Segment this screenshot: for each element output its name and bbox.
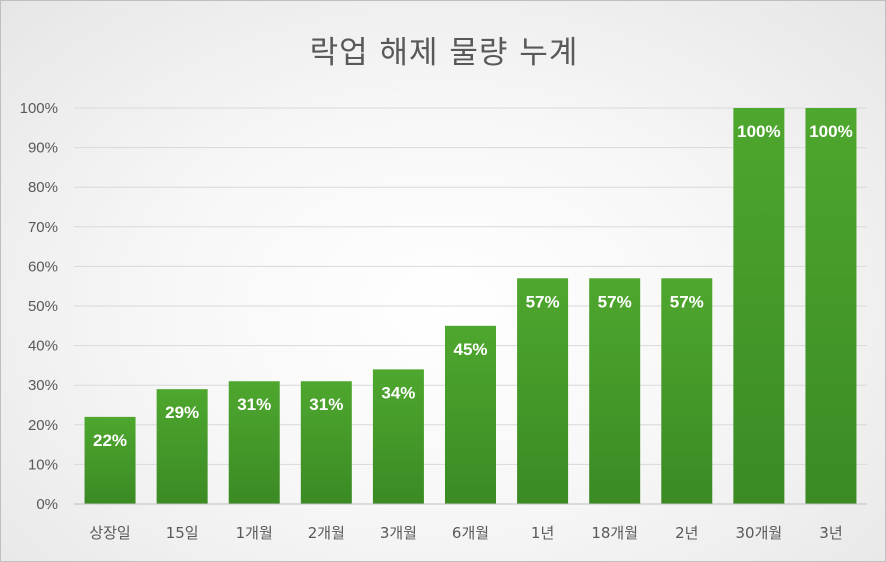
data-label: 100% [809,122,852,141]
x-tick-label: 6개월 [452,524,489,542]
y-tick-label: 30% [28,377,58,394]
x-tick-label: 30개월 [736,524,783,542]
chart-title: 락업 해제 물량 누계 [309,35,579,71]
x-tick-label: 3개월 [380,524,417,542]
bar [661,278,713,504]
bar [228,381,280,504]
x-tick-label: 15일 [166,524,199,542]
bar [589,278,641,504]
data-label: 57% [526,292,560,311]
y-tick-label: 90% [28,140,58,157]
data-label: 34% [381,383,415,402]
bar [733,108,785,504]
bar [156,389,208,504]
x-tick-label: 2개월 [308,524,345,542]
bar [445,325,496,504]
y-tick-label: 50% [28,298,58,315]
bar [805,108,857,504]
bars [84,108,857,504]
x-axis: 상장일 15일 1개월 2개월 3개월 6개월 1년 18개월 2년 30개월 3년 [74,503,867,542]
y-tick-label: 80% [28,179,58,196]
data-label: 31% [309,395,343,414]
bar [372,369,424,504]
y-tick-label: 40% [28,338,58,355]
x-tick-label: 1개월 [236,524,273,542]
y-tick-label: 20% [28,417,58,434]
x-tick-label: 3년 [819,524,842,542]
x-tick-label: 2년 [675,524,698,542]
bar [300,381,352,504]
y-tick-label: 100% [20,100,58,117]
y-tick-label: 0% [36,496,58,513]
bar [84,416,136,504]
data-label: 45% [453,340,487,359]
data-label: 57% [598,292,632,311]
data-label: 57% [670,292,704,311]
data-label: 29% [165,403,199,422]
x-tick-label: 상장일 [89,524,130,542]
data-label: 100% [737,122,780,141]
y-tick-label: 70% [28,219,58,236]
data-labels: 22% 29% 31% 31% 34% 45% 57% 57% 57% 100% 100% [93,122,853,450]
x-tick-label: 18개월 [591,524,638,542]
data-label: 22% [93,431,127,450]
x-tick-label: 1년 [531,524,554,542]
bar [517,278,569,504]
y-tick-label: 10% [28,456,58,473]
y-tick-label: 60% [28,258,58,275]
data-label: 31% [237,395,271,414]
y-axis: 0% 10% 20% 30% 40% 50% 60% 70% 80% 90% 100% [20,100,58,513]
